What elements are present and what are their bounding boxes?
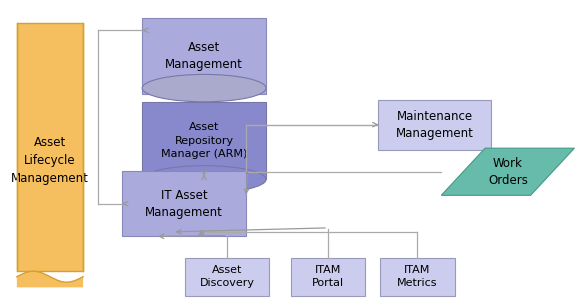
FancyBboxPatch shape xyxy=(380,258,455,296)
Ellipse shape xyxy=(142,166,266,193)
FancyBboxPatch shape xyxy=(378,99,491,150)
Text: Maintenance
Management: Maintenance Management xyxy=(396,110,473,140)
FancyBboxPatch shape xyxy=(142,102,266,179)
Text: ITAM
Portal: ITAM Portal xyxy=(312,265,344,288)
Text: Asset
Lifecycle
Management: Asset Lifecycle Management xyxy=(11,136,89,185)
Text: ITAM
Metrics: ITAM Metrics xyxy=(397,265,438,288)
Text: IT Asset
Management: IT Asset Management xyxy=(145,189,223,219)
Text: Asset
Repository
Manager (ARM): Asset Repository Manager (ARM) xyxy=(161,122,247,159)
Polygon shape xyxy=(441,148,574,195)
FancyBboxPatch shape xyxy=(142,18,266,94)
Text: Asset
Discovery: Asset Discovery xyxy=(200,265,255,288)
FancyBboxPatch shape xyxy=(290,258,366,296)
FancyBboxPatch shape xyxy=(17,23,83,271)
FancyBboxPatch shape xyxy=(185,258,269,296)
Text: Work
Orders: Work Orders xyxy=(488,157,528,187)
Ellipse shape xyxy=(142,74,266,102)
FancyBboxPatch shape xyxy=(122,171,246,236)
Text: Asset
Management: Asset Management xyxy=(165,41,243,71)
